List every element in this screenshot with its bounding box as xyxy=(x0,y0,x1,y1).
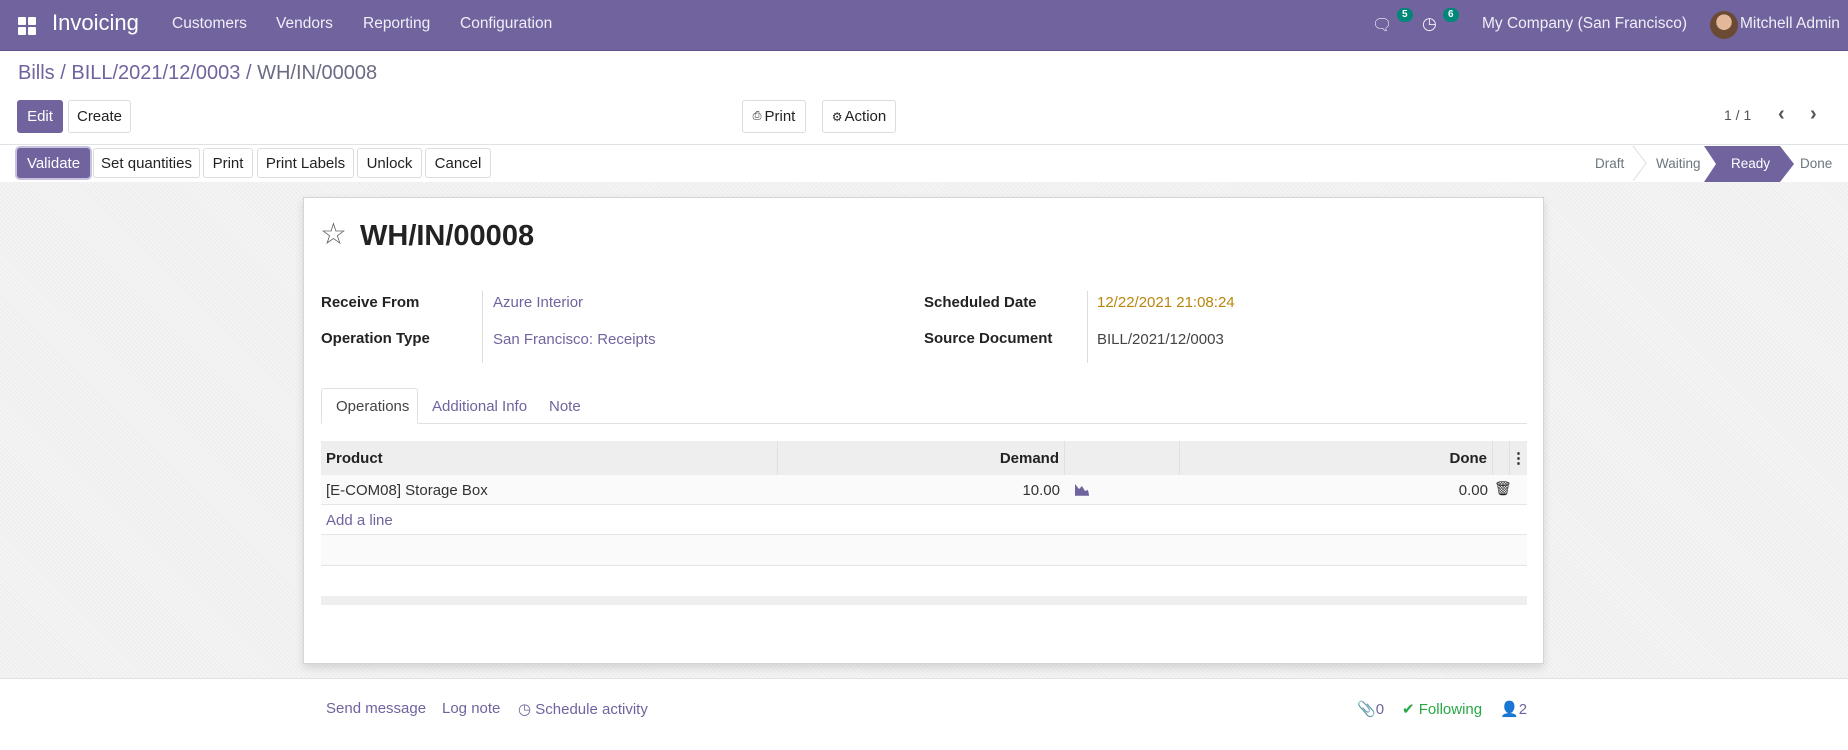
clock-icon: ◷ xyxy=(518,701,532,718)
source-document-label: Source Document xyxy=(924,330,1053,347)
company-switcher[interactable]: My Company (San Francisco) xyxy=(1482,15,1688,32)
receive-from-value[interactable]: Azure Interior xyxy=(493,294,584,311)
menu-configuration[interactable]: Configuration xyxy=(460,15,553,32)
breadcrumb-current: WH/IN/00008 xyxy=(257,62,378,84)
attachments-button[interactable]: 📎0 xyxy=(1357,701,1385,718)
stage-separator xyxy=(1632,146,1647,181)
add-line-link[interactable]: Add a line xyxy=(326,511,393,529)
cancel-button[interactable]: Cancel xyxy=(425,148,491,178)
delete-row-icon[interactable]: 🗑 xyxy=(1494,480,1512,496)
operation-type-value[interactable]: San Francisco: Receipts xyxy=(493,331,656,348)
activity-clock-icon[interactable]: ◷ xyxy=(1422,14,1437,33)
stage-waiting[interactable]: Waiting xyxy=(1656,156,1701,171)
table-row[interactable] xyxy=(321,475,1527,505)
following-button[interactable]: ✔ Following xyxy=(1402,701,1483,718)
pager-previous-icon[interactable]: ‹ xyxy=(1778,103,1785,125)
stage-draft[interactable]: Draft xyxy=(1595,156,1625,171)
set-quantities-button[interactable]: Set quantities xyxy=(93,148,200,178)
check-icon: ✔ xyxy=(1402,701,1415,718)
print-menu-button[interactable]: ⎙ Print xyxy=(742,100,806,133)
followers-button[interactable]: 👤2 xyxy=(1500,701,1528,718)
menu-reporting[interactable]: Reporting xyxy=(363,15,431,32)
unlock-button[interactable]: Unlock xyxy=(357,148,422,178)
messages-icon[interactable]: 🗨 xyxy=(1372,17,1393,34)
breadcrumb-bill[interactable]: BILL/2021/12/0003 xyxy=(71,62,241,84)
validate-button[interactable]: Validate xyxy=(17,148,90,178)
create-button[interactable]: Create xyxy=(68,100,131,133)
menu-vendors[interactable]: Vendors xyxy=(276,15,333,32)
divider xyxy=(0,144,1848,145)
send-message-button[interactable]: Send message xyxy=(326,700,427,717)
column-product[interactable]: Product xyxy=(321,441,778,475)
print-labels-button[interactable]: Print Labels xyxy=(257,148,354,178)
forecast-chart-icon[interactable] xyxy=(1074,482,1090,496)
tab-operations[interactable]: Operations xyxy=(321,388,418,424)
tab-additional-info[interactable]: Additional Info xyxy=(432,397,528,415)
breadcrumb-bills[interactable]: Bills xyxy=(18,62,55,84)
stage-ready-arrow xyxy=(1704,146,1794,182)
messages-badge: 5 xyxy=(1397,8,1413,22)
form-sheet xyxy=(303,197,1544,664)
row-product[interactable]: [E-COM08] Storage Box xyxy=(326,481,488,499)
source-document-value: BILL/2021/12/0003 xyxy=(1097,331,1224,348)
row-demand: 10.00 xyxy=(1022,481,1060,499)
record-title: WH/IN/00008 xyxy=(360,220,535,252)
column-done[interactable]: Done xyxy=(1180,441,1493,475)
apps-menu-icon[interactable] xyxy=(18,17,36,35)
user-menu[interactable]: Mitchell Admin xyxy=(1740,15,1840,32)
top-navbar: Invoicing Customers Vendors Reporting Co… xyxy=(0,0,1848,51)
table-footer xyxy=(321,596,1527,605)
action-menu-button[interactable]: ⚙ Action xyxy=(822,100,896,133)
pager-value: 1 / 1 xyxy=(1724,107,1752,123)
user-icon: 👤 xyxy=(1500,701,1519,718)
pager-next-icon[interactable]: › xyxy=(1810,103,1817,125)
paperclip-icon: 📎 xyxy=(1357,701,1376,718)
optional-columns-icon[interactable]: ⋮ xyxy=(1510,441,1527,475)
menu-customers[interactable]: Customers xyxy=(172,15,247,32)
column-demand[interactable]: Demand xyxy=(778,441,1065,475)
schedule-activity-button[interactable]: ◷ Schedule activity xyxy=(518,701,648,718)
stage-done[interactable]: Done xyxy=(1800,156,1833,171)
row-done: 0.00 xyxy=(1458,481,1488,499)
tab-note[interactable]: Note xyxy=(549,397,581,415)
app-name[interactable]: Invoicing xyxy=(52,10,139,35)
stage-ready[interactable]: Ready xyxy=(1731,156,1771,171)
log-note-button[interactable]: Log note xyxy=(442,700,501,717)
receive-from-label: Receive From xyxy=(321,294,420,311)
breadcrumb: Bills / BILL/2021/12/0003 / WH/IN/00008 xyxy=(18,62,378,84)
print-button[interactable]: Print xyxy=(203,148,253,178)
print-icon: ⎙ xyxy=(752,110,762,122)
activities-badge: 6 xyxy=(1443,8,1459,22)
scheduled-date-label: Scheduled Date xyxy=(924,294,1037,311)
gear-icon: ⚙ xyxy=(831,109,843,124)
star-icon[interactable]: ☆ xyxy=(320,218,347,251)
edit-button[interactable]: Edit xyxy=(17,100,63,133)
user-avatar[interactable] xyxy=(1710,11,1738,39)
scheduled-date-value: 12/22/2021 21:08:24 xyxy=(1097,294,1235,311)
operation-type-label: Operation Type xyxy=(321,330,430,347)
